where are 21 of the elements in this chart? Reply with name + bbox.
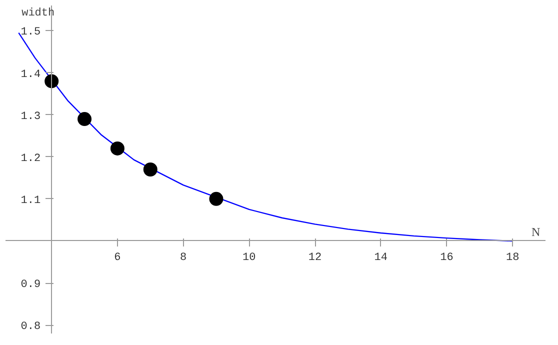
x-tick-label: 12 xyxy=(308,252,322,264)
x-tick-label: 16 xyxy=(440,252,454,264)
x-tick-label: 8 xyxy=(180,252,187,264)
x-tick-label: 14 xyxy=(374,252,388,264)
point xyxy=(209,192,224,206)
y-tick-label: 0.8 xyxy=(20,321,41,334)
x-axis-title: N xyxy=(532,224,540,239)
y-tick-label: 1.4 xyxy=(20,68,41,81)
y-tick-label: 1.2 xyxy=(20,152,41,165)
point xyxy=(143,162,158,176)
y-tick-label: 0.9 xyxy=(20,279,41,292)
y-axis-title: width xyxy=(22,8,55,20)
x-tick-label: 6 xyxy=(114,252,121,264)
point xyxy=(44,74,59,88)
x-tick-label: 18 xyxy=(506,252,520,264)
point xyxy=(110,141,124,156)
y-tick-label: 1.3 xyxy=(20,110,41,123)
y-tick-label: 1.5 xyxy=(20,26,41,39)
x-tick-label: 10 xyxy=(242,252,256,264)
y-tick-label: 1.1 xyxy=(20,194,41,207)
point xyxy=(78,112,92,126)
